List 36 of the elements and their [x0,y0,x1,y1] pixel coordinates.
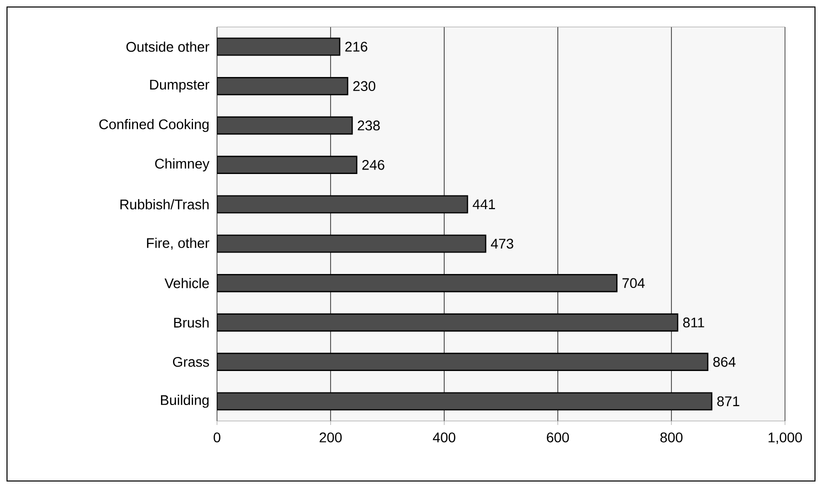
bar [217,116,353,135]
x-tick-label: 200 [320,432,342,442]
x-tick-label: 600 [546,432,569,442]
data-label: 473 [490,238,514,249]
y-tick-label: Outside other [126,42,210,52]
data-label: 246 [362,160,384,170]
data-label: 704 [622,278,645,288]
data-label: 441 [472,199,495,210]
bar [217,313,678,332]
data-label: 811 [683,318,704,328]
data-label: 864 [713,356,736,367]
y-tick-label: Dumpster [150,80,210,92]
y-tick-label: Fire, other [147,238,210,250]
bar [217,274,618,292]
y-tick-label: Chimney [155,158,210,172]
bar [217,76,348,96]
y-tick-label: Building [161,394,209,408]
bar [217,38,340,56]
x-tick-label: 1,000 [768,432,802,444]
bar [217,234,486,253]
data-label: 216 [345,42,368,52]
bar [217,392,712,410]
x-tick-label: 0 [214,432,220,442]
y-tick-label: Brush [174,317,209,328]
x-tick-label: 400 [432,432,456,442]
bar [217,352,708,371]
y-tick-label: Confined Cooking [99,118,209,132]
x-tick-label: 800 [660,432,682,442]
data-label: 238 [358,120,380,130]
y-tick-label: Rubbish/Trash [120,199,209,210]
data-label: 230 [353,81,376,92]
bar [217,195,468,214]
y-tick-label: Vehicle [164,278,209,288]
data-label: 871 [717,396,740,406]
y-tick-label: Grass [172,356,209,367]
bar [217,156,358,174]
